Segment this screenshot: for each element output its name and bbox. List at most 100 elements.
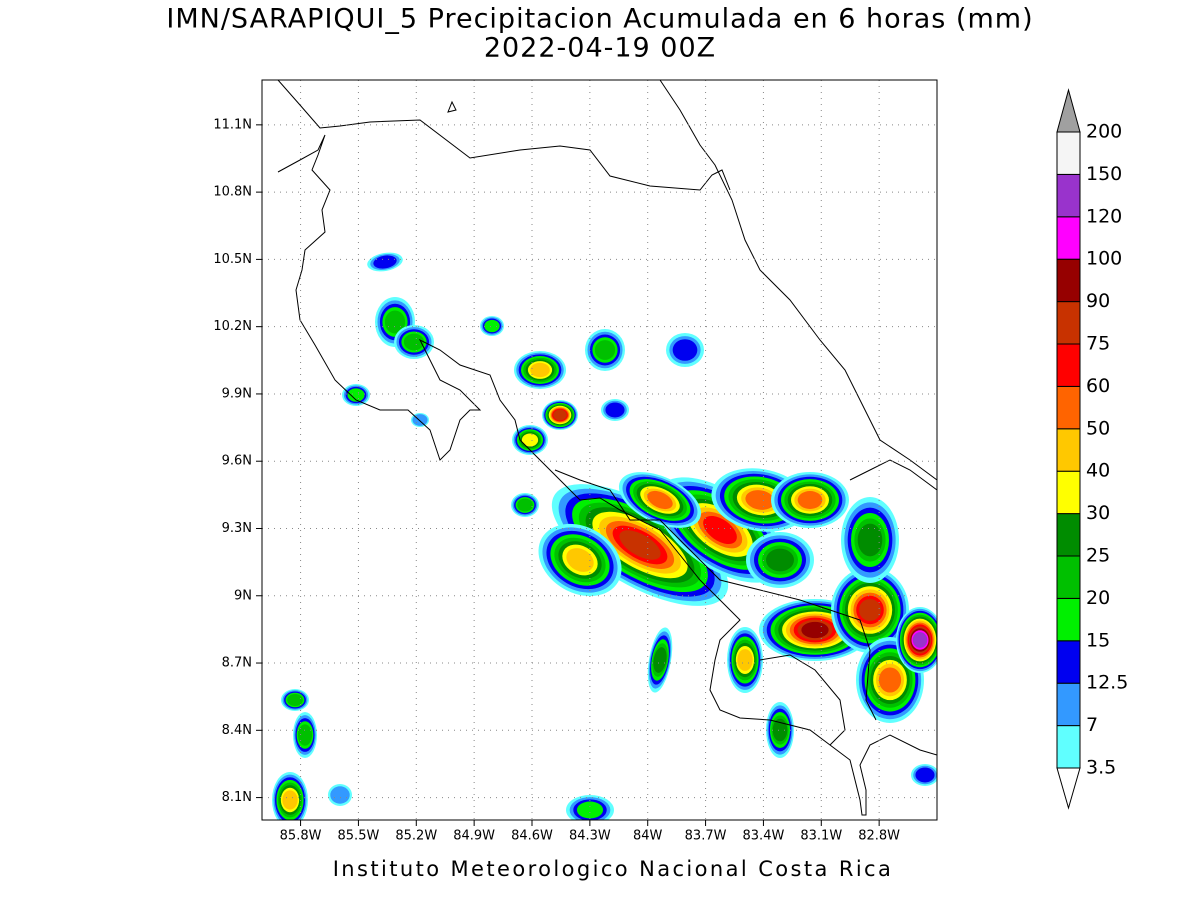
rain-contour (857, 523, 883, 557)
colorbar-label: 15 (1086, 629, 1110, 651)
rain-contour (878, 667, 902, 693)
colorbar-label: 40 (1086, 460, 1110, 482)
rain-contour (576, 801, 604, 819)
y-tick-label: 10.2N (213, 319, 252, 334)
y-tick-label: 10.8N (213, 185, 252, 200)
rain-contour (672, 339, 698, 361)
colorbar-box (1056, 343, 1081, 387)
y-tick-label: 11.1N (213, 117, 252, 132)
border (554, 469, 877, 721)
title: IMN/SARAPIQUI_5 Precipitacion Acumulada … (166, 4, 1033, 35)
rain-contour (384, 310, 406, 334)
rain-contour (287, 693, 303, 707)
credit: Instituto Meteorologico Nacional Costa R… (333, 857, 894, 881)
rain-contour (517, 498, 533, 512)
colorbar-label: 50 (1086, 417, 1110, 439)
colorbar-label: 3.5 (1086, 757, 1116, 779)
colorbar: 3.5 7 12.5 15 20 25 30 40 50 60 75 90 100 120 150 200 (1056, 88, 1128, 810)
colorbar-box (1056, 216, 1081, 260)
colorbar-label: 100 (1086, 248, 1122, 270)
y-tick-label: 10.5N (213, 252, 252, 267)
colorbar-label: 200 (1086, 121, 1122, 143)
x-tick-label: 82.8W (858, 829, 900, 844)
colorbar-box (1056, 428, 1081, 472)
rain-contour (745, 490, 775, 510)
colorbar-box (1056, 725, 1081, 769)
colorbar-triangle (1056, 88, 1081, 133)
rain-contour (653, 647, 667, 673)
x-tick-label: 85.5W (338, 829, 380, 844)
rain-contour (530, 362, 550, 378)
y-tick-label: 8.7N (222, 656, 252, 671)
rain-contour (605, 402, 625, 418)
rain-contour (330, 786, 350, 804)
colorbar-box (1056, 258, 1081, 303)
rain-contour (521, 433, 539, 447)
x-tick-label: 83.1W (800, 829, 842, 844)
rain-contour (373, 255, 397, 269)
coastline (659, 80, 937, 481)
rain-contour (403, 333, 425, 351)
colorbar-triangle (1056, 767, 1081, 810)
colorbar-label: 75 (1086, 333, 1110, 355)
rain-contour (912, 632, 928, 648)
y-tick-label: 9N (234, 588, 252, 603)
colorbar-box (1056, 470, 1081, 515)
rain-contour (566, 548, 594, 572)
map-frame (261, 79, 938, 821)
rain-contour (347, 388, 365, 402)
rain-contour (619, 530, 661, 560)
colorbar-box (1056, 301, 1081, 345)
colorbar-box (1056, 597, 1081, 642)
rain-contour (484, 319, 500, 333)
y-tick-label: 9.9N (222, 386, 252, 401)
rain-contour (737, 649, 753, 671)
colorbar-label: 25 (1086, 545, 1110, 567)
colorbar-box (1056, 385, 1081, 430)
x-tick-label: 84.9W (453, 829, 495, 844)
coastline (447, 100, 457, 113)
colorbar-label: 90 (1086, 290, 1110, 312)
coastline (759, 654, 846, 746)
colorbar-box (1056, 513, 1081, 557)
coastlines (277, 80, 937, 816)
rain-contour (915, 767, 935, 783)
colorbar-label: 7 (1086, 714, 1098, 736)
colorbar-label: 60 (1086, 375, 1110, 397)
colorbar-box (1056, 682, 1081, 727)
x-tick-label: 84.6W (511, 829, 553, 844)
subtitle: 2022-04-19 00Z (484, 33, 716, 64)
colorbar-label: 20 (1086, 587, 1110, 609)
rain-contour (859, 599, 881, 621)
rain-contour (766, 548, 794, 572)
rain-contour (703, 515, 737, 545)
rain-contour (772, 718, 788, 742)
colorbar-label: 150 (1086, 163, 1122, 185)
coastline (277, 80, 731, 191)
colorbar-label: 120 (1086, 205, 1122, 227)
y-tick-label: 9.3N (222, 521, 252, 536)
x-tick-label: 84.3W (569, 829, 611, 844)
precipitation-field (272, 252, 937, 820)
x-tick-label: 84W (633, 829, 663, 844)
x-tick-label: 83.4W (743, 829, 785, 844)
x-tick-label: 85.8W (280, 829, 322, 844)
rain-contour (553, 409, 567, 421)
rain-contour (797, 491, 823, 509)
colorbar-box (1056, 640, 1081, 684)
rain-contour (282, 790, 298, 810)
y-tick-label: 8.1N (222, 790, 252, 805)
colorbar-box (1056, 555, 1081, 599)
rain-contour (594, 340, 616, 360)
colorbar-label: 12.5 (1086, 672, 1128, 694)
colorbar-box (1056, 131, 1081, 175)
rain-contour (801, 621, 829, 639)
x-tick-label: 83.7W (685, 829, 727, 844)
y-tick-label: 8.4N (222, 723, 252, 738)
rain-contour (647, 490, 673, 510)
y-tick-label: 9.6N (222, 454, 252, 469)
border (849, 459, 937, 491)
colorbar-label: 30 (1086, 502, 1110, 524)
